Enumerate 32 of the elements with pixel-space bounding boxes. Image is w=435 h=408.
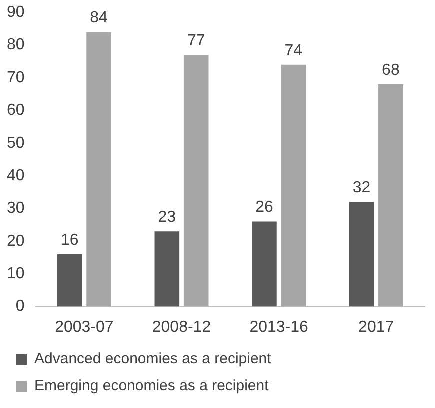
bar — [154, 232, 180, 307]
data-label: 16 — [60, 232, 79, 249]
bar — [86, 32, 112, 307]
y-tick-label: 10 — [7, 266, 25, 283]
y-tick-label: 70 — [7, 69, 25, 86]
y-tick-label: 80 — [7, 36, 25, 54]
x-tick-label: 2013-16 — [250, 318, 309, 336]
legend-label: Advanced economies as a recipient — [34, 350, 272, 368]
y-tick-label: 40 — [7, 167, 25, 184]
data-label: 26 — [256, 199, 274, 216]
data-label: 32 — [352, 180, 371, 197]
y-tick-label: 90 — [7, 4, 25, 22]
legend-label: Emerging economies as a recipient — [34, 378, 270, 395]
bar — [57, 254, 82, 307]
data-label: 68 — [382, 62, 400, 79]
data-label: 77 — [187, 32, 206, 50]
y-tick-label: 60 — [7, 102, 25, 120]
y-tick-label: 20 — [7, 232, 25, 250]
data-label: 23 — [158, 209, 176, 226]
bar — [378, 84, 404, 307]
data-label: 84 — [90, 10, 108, 27]
data-label: 74 — [284, 42, 303, 60]
bar — [281, 64, 306, 307]
y-tick-label: 0 — [16, 298, 25, 316]
x-tick-label: 2017 — [358, 318, 394, 336]
y-tick-label: 30 — [7, 200, 25, 218]
bar — [349, 202, 374, 307]
bar — [252, 222, 277, 307]
bar — [184, 55, 209, 307]
x-tick-label: 2008-12 — [152, 318, 212, 336]
x-tick-label: 2003-07 — [55, 318, 114, 336]
y-tick-label: 50 — [7, 134, 25, 152]
